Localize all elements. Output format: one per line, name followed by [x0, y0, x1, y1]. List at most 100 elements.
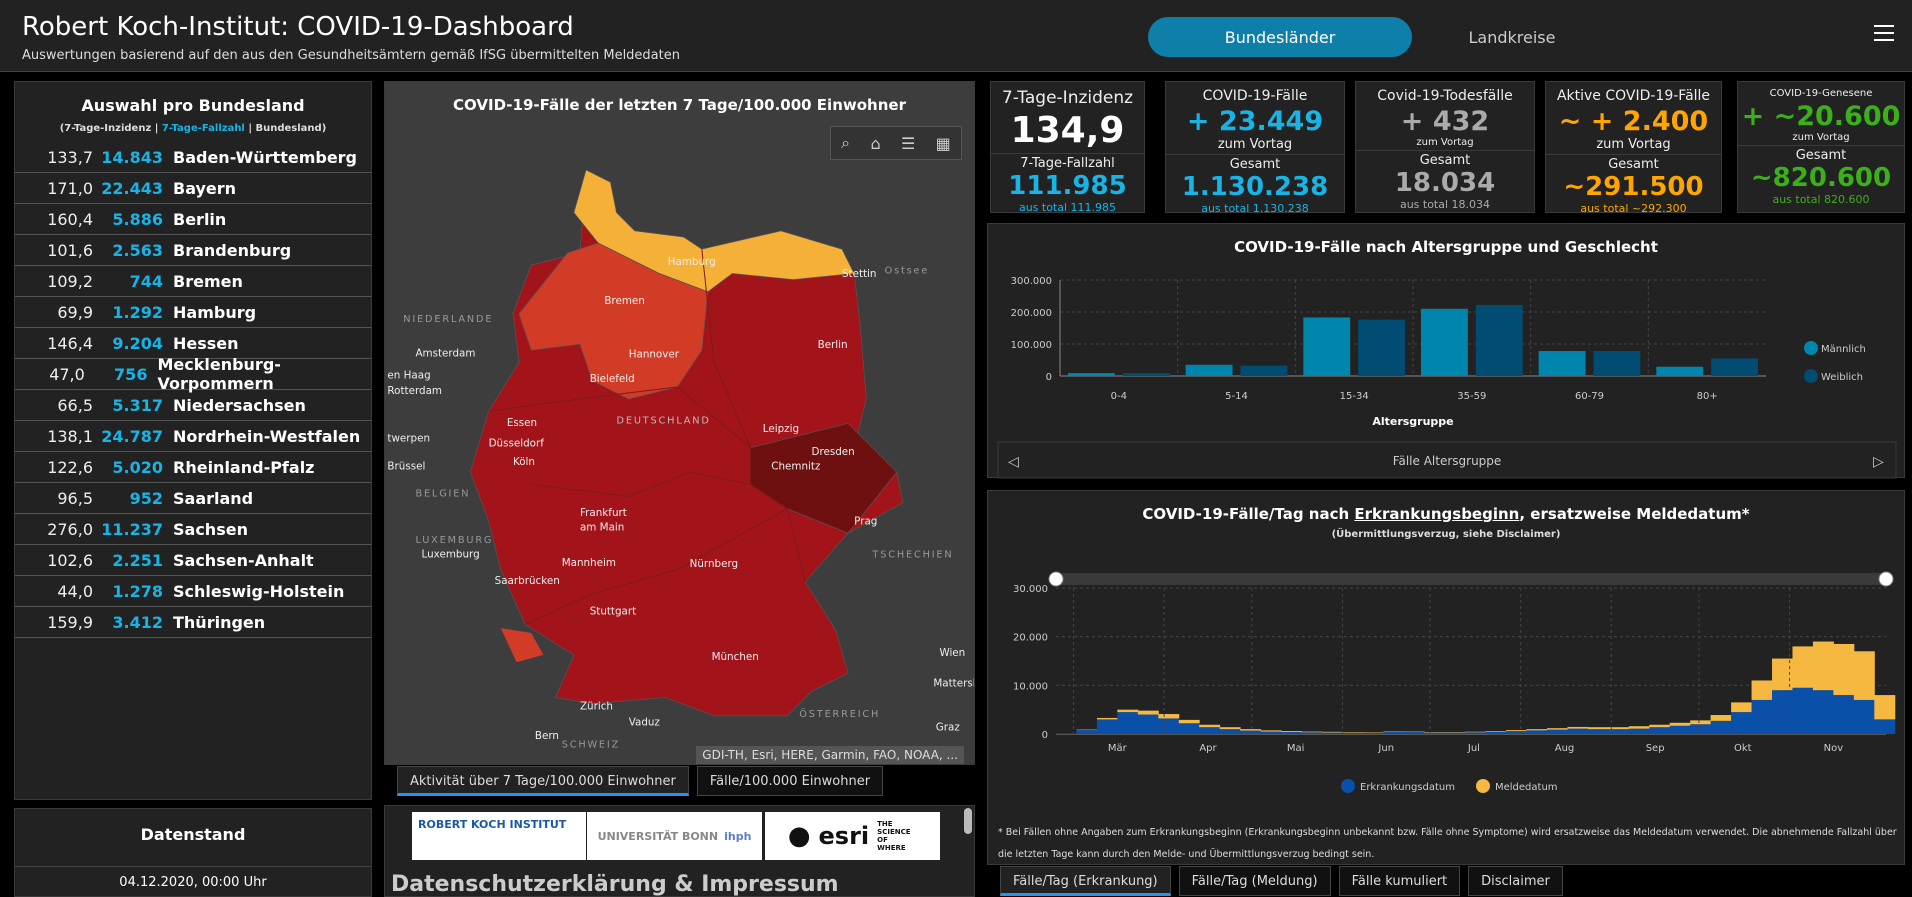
x-tick-label: Nov	[1824, 743, 1844, 754]
bundesland-row[interactable]: 109,2 744 Bremen	[15, 266, 371, 297]
kpi-value: + ~20.600	[1741, 101, 1901, 132]
bundesland-name: Mecklenburg-Vorpommern	[157, 355, 281, 393]
inzidenz-value: 171,0	[47, 178, 93, 198]
timeline-bar-erkrankungsdatum	[1669, 725, 1691, 734]
kpi-title: Aktive COVID-19-Fälle	[1556, 88, 1711, 104]
map-panel[interactable]: COVID-19-Fälle der letzten 7 Tage/100.00…	[384, 81, 975, 765]
bundesland-row[interactable]: 122,6 5.020 Rheinland-Pfalz	[15, 452, 371, 483]
legend-label: Meldedatum	[1495, 782, 1558, 793]
map-canvas[interactable]: Ostsee Hamburg Stettin Bremen NIEDERLANDE Ber…	[385, 82, 975, 765]
bundesland-row[interactable]: 44,0 1.278 Schleswig-Holstein	[15, 576, 371, 607]
inzidenz-value: 109,2	[47, 271, 93, 291]
timeline-bar-erkrankungsdatum	[1199, 727, 1221, 734]
tab-faelle-tag-erkrankung[interactable]: Fälle/Tag (Erkrankung)	[1000, 866, 1171, 896]
map-label: Bern	[535, 730, 559, 742]
timeline-bar-meldedatum	[1792, 646, 1814, 688]
range-slider-handle-right[interactable]	[1878, 571, 1894, 587]
age-bar-weiblich	[1711, 358, 1758, 376]
toggle-bundeslaender[interactable]: Bundesländer	[1148, 17, 1412, 57]
map-label: Leipzig	[763, 423, 799, 435]
bundesland-row[interactable]: 102,6 2.251 Sachsen-Anhalt	[15, 545, 371, 576]
bundesland-row[interactable]: 69,9 1.292 Hamburg	[15, 297, 371, 328]
age-bar-weiblich	[1358, 319, 1405, 376]
map-label: Stuttgart	[590, 606, 637, 618]
age-bar-männlich	[1185, 364, 1233, 376]
map-region-niedersachsen[interactable]	[518, 242, 709, 400]
timeline-bar-erkrankungsdatum	[1362, 732, 1384, 734]
bundesland-row[interactable]: 96,5 952 Saarland	[15, 483, 371, 514]
kpi-sub: zum Vortag	[1792, 132, 1850, 143]
timeline-bar-erkrankungsdatum	[1853, 699, 1875, 734]
x-tick-label: Jul	[1467, 743, 1480, 754]
timeline-bar-meldedatum	[1628, 726, 1650, 729]
range-slider-handle-left[interactable]	[1048, 571, 1064, 587]
bundesland-row[interactable]: 276,0 11.237 Sachsen	[15, 514, 371, 545]
legend-label: Weiblich	[1821, 372, 1863, 383]
timeline-bar-erkrankungsdatum	[1731, 712, 1753, 734]
tab-aktivitaet[interactable]: Aktivität über 7 Tage/100.000 Einwohner	[397, 766, 689, 796]
bundesland-row[interactable]: 47,0 756 Mecklenburg-Vorpommern	[15, 355, 371, 393]
fallzahl-value: 14.843	[101, 147, 163, 167]
timeline-bar-meldedatum	[1199, 724, 1221, 728]
map-label: Mattersburg	[933, 678, 975, 690]
inzidenz-value: 146,4	[47, 333, 93, 353]
map-label: München	[712, 651, 759, 663]
map-label: Rotterdam	[387, 385, 442, 397]
map-label: Berlin	[818, 339, 848, 351]
timeline-bar-meldedatum	[1546, 728, 1568, 730]
timeline-chart: 0 10.000 20.000 30.000 Mär Apr Mai Jun Jul Aug Sep…	[1013, 571, 1896, 793]
map-region-saarland[interactable]	[500, 628, 544, 663]
tab-disclaimer[interactable]: Disclaimer	[1468, 866, 1563, 896]
range-slider-track	[1056, 573, 1886, 585]
fallzahl-value: 3.412	[112, 612, 163, 632]
fallzahl-value: 1.278	[112, 581, 163, 601]
bundesland-row[interactable]: 66,5 5.317 Niedersachsen	[15, 390, 371, 421]
timeline-bar-erkrankungsdatum	[1076, 730, 1098, 734]
ihph-logo-text: ihph	[724, 829, 752, 843]
kpi-value: + 432	[1400, 106, 1490, 137]
fallzahl-value: 5.886	[112, 209, 163, 229]
bundesland-name: Berlin	[173, 209, 227, 229]
privacy-heading[interactable]: Datenschutzerklärung & Impressum	[391, 872, 839, 897]
home-icon[interactable]: ⌂	[870, 133, 881, 153]
kpi-total: 1.130.238	[1181, 172, 1329, 202]
age-bar-männlich	[1421, 308, 1468, 376]
bundesland-row[interactable]: 171,0 22.443 Bayern	[15, 173, 371, 204]
tab-faelle-kumuliert[interactable]: Fälle kumuliert	[1338, 866, 1461, 896]
bundesland-row[interactable]: 133,7 14.843 Baden-Württemberg	[15, 142, 371, 173]
erkrankungsbeginn-link[interactable]: Erkrankungsbeginn	[1354, 505, 1520, 523]
fallzahl-value: 2.563	[112, 240, 163, 260]
bundesland-row[interactable]: 138,1 24.787 Nordrhein-Westfalen	[15, 421, 371, 452]
kpi-title: COVID-19-Genesene	[1769, 88, 1873, 99]
bundesland-name: Brandenburg	[173, 240, 292, 260]
age-bar-weiblich	[1475, 304, 1523, 376]
bundesland-row[interactable]: 160,4 5.886 Berlin	[15, 204, 371, 235]
timeline-bar-erkrankungsdatum	[1751, 699, 1773, 734]
basemap-gallery-icon[interactable]: ▦	[935, 133, 951, 153]
bundesland-row[interactable]: 146,4 9.204 Hessen	[15, 328, 371, 359]
search-icon[interactable]: ⌕	[841, 133, 851, 152]
map-label: SCHWEIZ	[562, 740, 620, 751]
timeline-bar-meldedatum	[1608, 727, 1630, 730]
bundesland-name: Nordrhein-Westfalen	[173, 426, 361, 446]
map-label: DEUTSCHLAND	[617, 415, 711, 426]
kpi-value: 134,9	[1010, 110, 1125, 151]
x-tick-label: 15-34	[1340, 391, 1369, 402]
tab-faelle-tag-meldung[interactable]: Fälle/Tag (Meldung)	[1178, 866, 1331, 896]
kpi-title: COVID-19-Fälle	[1202, 88, 1308, 104]
logos-scrollbar[interactable]	[964, 808, 972, 834]
rki-logo: ROBERT KOCH INSTITUT	[412, 812, 586, 860]
bundesland-row[interactable]: 159,9 3.412 Thüringen	[15, 607, 371, 638]
toggle-landkreise[interactable]: Landkreise	[1468, 27, 1556, 47]
bundesland-row[interactable]: 101,6 2.563 Brandenburg	[15, 235, 371, 266]
map-label: Graz	[936, 721, 960, 733]
tab-faelle-pro-100000[interactable]: Fälle/100.000 Einwohner	[696, 766, 884, 796]
map-label: Ostsee	[885, 266, 930, 277]
timeline-bar-meldedatum	[1751, 680, 1773, 700]
legend-list-icon[interactable]: ☰	[900, 133, 916, 153]
x-tick-label: Apr	[1199, 743, 1217, 754]
hamburger-icon[interactable]	[1874, 25, 1894, 43]
map-attribution[interactable]: GDI-TH, Esri, HERE, Garmin, FAO, NOAA, .…	[696, 746, 964, 764]
timeline-bar-erkrankungsdatum	[1281, 732, 1302, 734]
timeline-bar-meldedatum	[1649, 724, 1671, 728]
